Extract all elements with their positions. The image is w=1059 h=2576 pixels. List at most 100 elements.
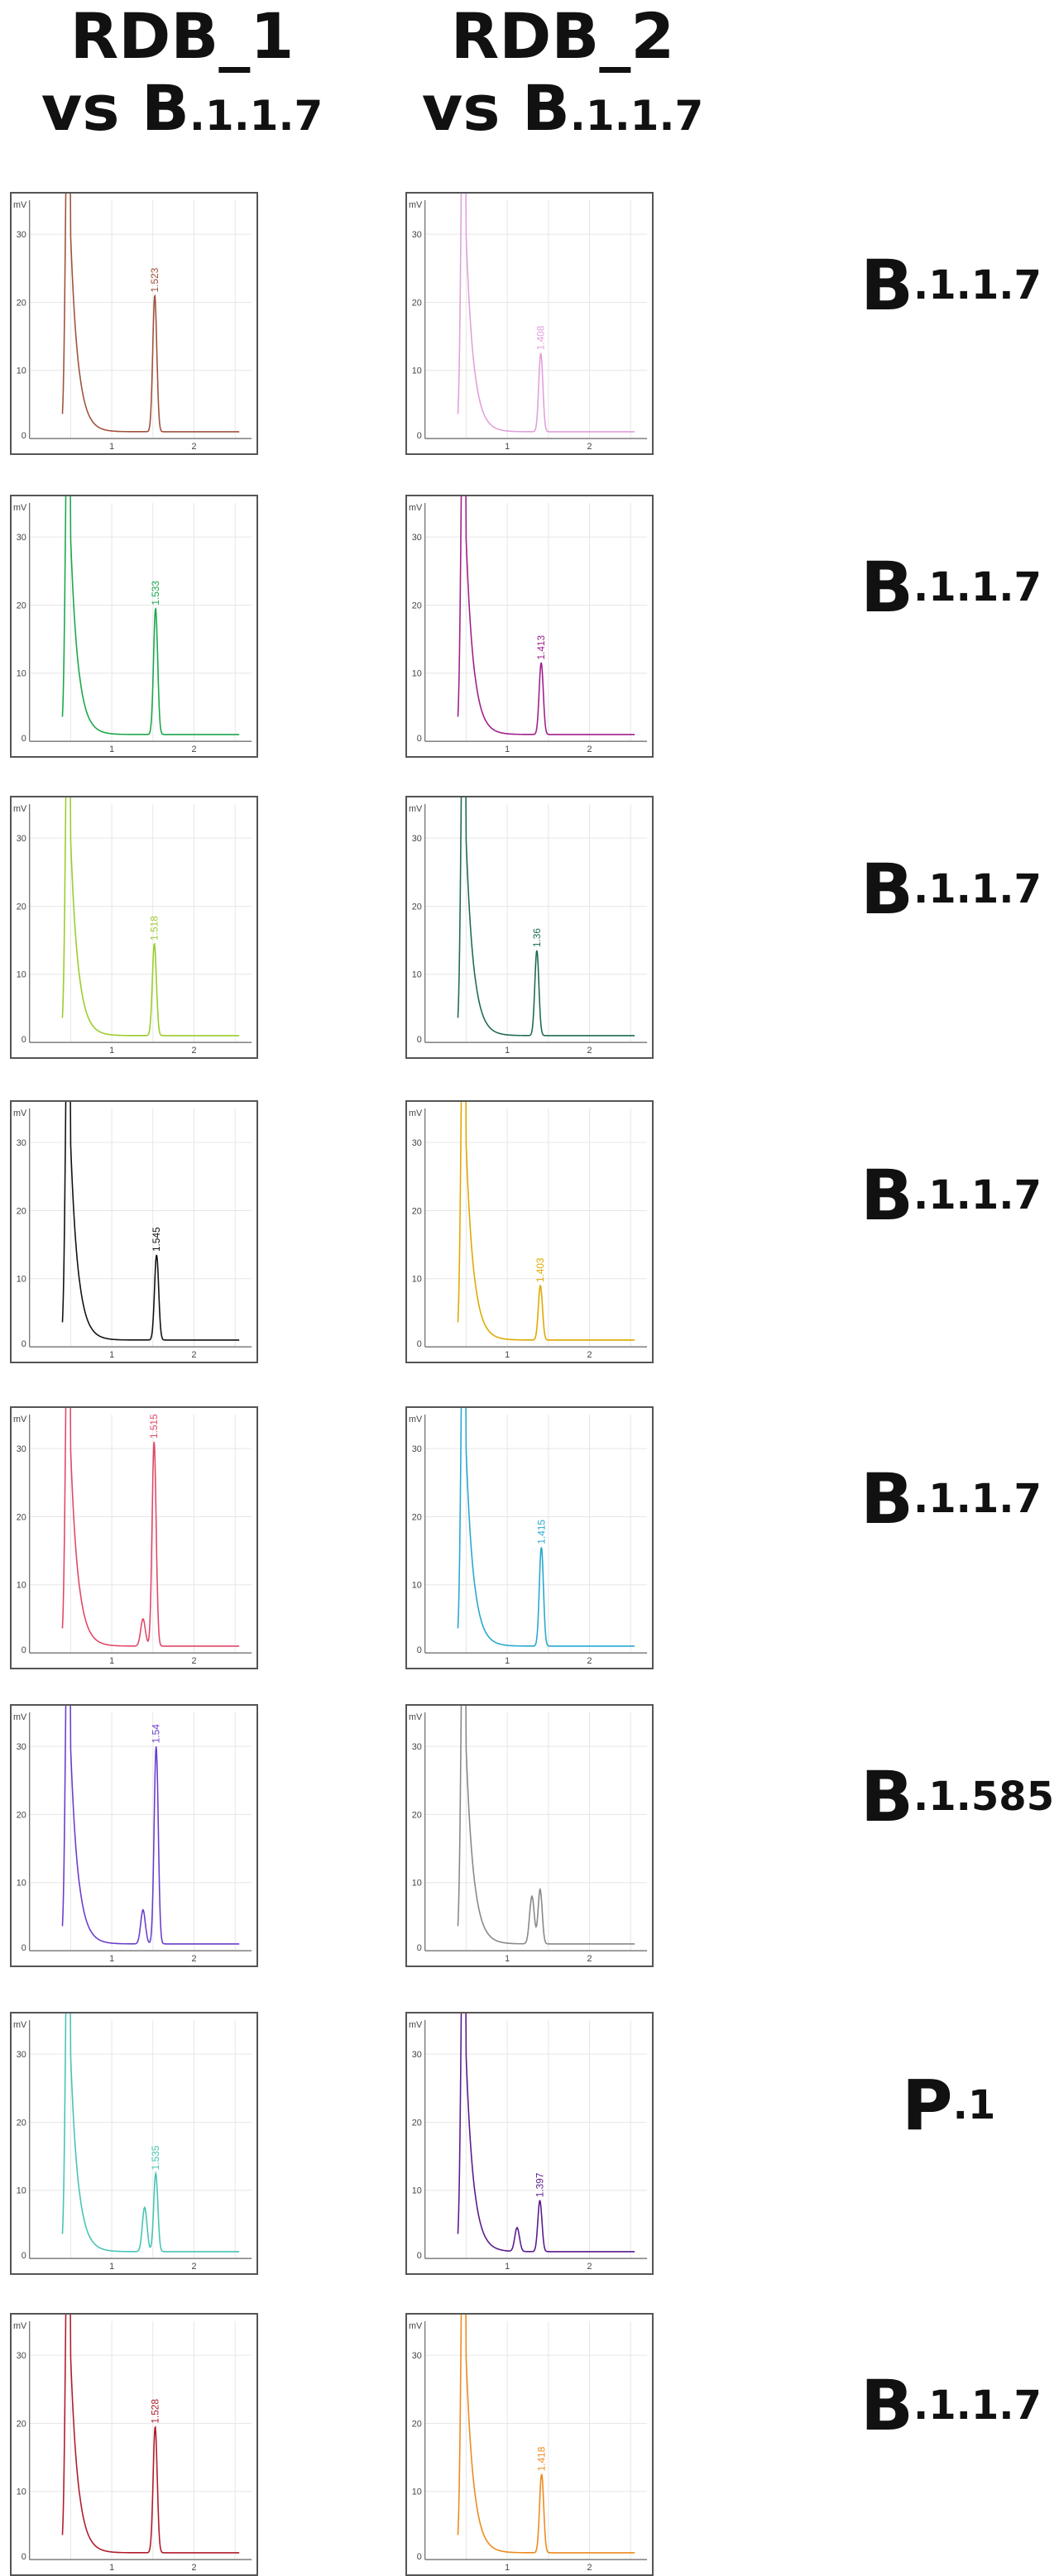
chromatogram-panel: mV 0 10 20 30 1 2 1.413 (405, 495, 654, 758)
y-tick-label: 0 (417, 2552, 422, 2562)
chromatogram-plot: mV 0 10 20 30 1 2 1.533 (13, 496, 252, 754)
y-tick-label: 20 (17, 1512, 26, 1522)
y-tick-label: 10 (17, 1275, 26, 1285)
chromatogram-panel: mV 0 10 20 30 1 2 1.408 (405, 192, 654, 455)
variant-label-main: B (860, 245, 914, 326)
x-tick-label: 2 (191, 1656, 196, 1666)
variant-label-sub: .1.1.7 (913, 1476, 1042, 1522)
y-tick-label: 0 (417, 1645, 422, 1655)
x-tick-label: 2 (191, 2563, 196, 2573)
x-tick-label: 2 (587, 1350, 592, 1360)
y-tick-label: 20 (17, 298, 26, 308)
chromatogram-trace (457, 1102, 635, 1341)
chromatogram-trace (457, 194, 635, 433)
peak-label: 1.403 (534, 1257, 546, 1282)
y-tick-label: 30 (17, 1138, 26, 1148)
y-tick-label: 20 (17, 601, 26, 610)
y-tick-label: 20 (412, 902, 422, 912)
y-tick-label: 10 (17, 2487, 26, 2497)
chromatogram-trace (457, 1706, 635, 1945)
y-tick-label: 30 (412, 2050, 422, 2060)
x-tick-label: 1 (505, 2262, 510, 2272)
y-tick-label: 0 (417, 734, 422, 744)
y-tick-label: 10 (412, 2186, 422, 2196)
x-tick-label: 2 (587, 1954, 592, 1964)
variant-label-sub: .1.1.7 (913, 1172, 1042, 1219)
y-unit-label: mV (409, 200, 423, 210)
x-tick-label: 2 (587, 2262, 592, 2272)
column-title-line1: RDB_1 (69, 0, 295, 73)
column-title-line1: RDB_2 (450, 0, 675, 73)
y-tick-label: 10 (412, 1879, 422, 1889)
x-tick-label: 2 (587, 442, 592, 452)
x-tick-label: 1 (505, 2563, 510, 2573)
chromatogram-plot: mV 0 10 20 30 1 2 1.413 (409, 496, 648, 754)
chromatogram-panel: mV 0 10 20 30 1 2 1.515 (10, 1406, 258, 1669)
chromatogram-plot: mV 0 10 20 30 1 2 1.418 (409, 2315, 648, 2573)
y-unit-label: mV (409, 503, 423, 513)
variant-label-main: B (860, 849, 914, 930)
y-tick-label: 20 (17, 2118, 26, 2128)
x-tick-label: 1 (109, 1656, 114, 1666)
y-tick-label: 0 (417, 1035, 422, 1045)
y-tick-label: 0 (22, 1943, 26, 1953)
chromatogram-trace (61, 1408, 240, 1647)
x-tick-label: 2 (191, 2262, 196, 2272)
chromatogram-plot: mV 0 10 20 30 1 2 1.36 (409, 797, 648, 1056)
x-tick-label: 2 (191, 745, 196, 754)
chromatogram-plot: mV 0 10 20 30 1 2 1.535 (13, 2013, 252, 2272)
chromatogram-panel: mV 0 10 20 30 1 2 1.523 (10, 192, 258, 455)
y-tick-label: 30 (412, 1742, 422, 1752)
chromatogram-trace (61, 194, 240, 433)
chromatogram-panel: mV 0 10 20 30 1 2 (405, 1704, 654, 1967)
x-tick-label: 2 (587, 1656, 592, 1666)
variant-label: B .1.1.7 (860, 236, 1059, 335)
peak-label: 1.418 (536, 2446, 548, 2471)
y-tick-label: 10 (412, 1581, 422, 1591)
variant-label-main: B (860, 547, 914, 628)
chromatogram-plot: mV 0 10 20 30 1 2 1.545 (13, 1102, 252, 1360)
y-tick-label: 30 (17, 230, 26, 240)
y-unit-label: mV (13, 2321, 27, 2331)
y-tick-label: 20 (412, 2118, 422, 2128)
chromatogram-plot: mV 0 10 20 30 1 2 1.408 (409, 194, 648, 452)
x-tick-label: 1 (505, 1954, 510, 1964)
y-tick-label: 10 (412, 970, 422, 980)
y-tick-label: 30 (17, 533, 26, 543)
variant-label: B .1.1.7 (860, 1449, 1059, 1549)
y-unit-label: mV (409, 1415, 423, 1424)
chromatogram-plot: mV 0 10 20 30 1 2 1.54 (13, 1706, 252, 1964)
variant-label-main: P (902, 2065, 953, 2146)
chromatogram-panel: mV 0 10 20 30 1 2 1.533 (10, 495, 258, 758)
y-unit-label: mV (13, 503, 27, 513)
chromatogram-trace (457, 2013, 635, 2253)
x-tick-label: 2 (191, 1046, 196, 1056)
y-tick-label: 10 (17, 2186, 26, 2196)
peak-label: 1.408 (535, 325, 547, 350)
y-tick-label: 10 (17, 669, 26, 679)
x-tick-label: 2 (191, 1954, 196, 1964)
y-tick-label: 30 (17, 1742, 26, 1752)
y-unit-label: mV (409, 1108, 423, 1118)
chromatogram-trace (61, 1102, 240, 1341)
chromatogram-panel: mV 0 10 20 30 1 2 1.518 (10, 796, 258, 1059)
x-tick-label: 1 (109, 1954, 114, 1964)
x-tick-label: 2 (587, 2563, 592, 2573)
peak-label: 1.54 (151, 1724, 162, 1743)
variant-label-sub: .1.585 (913, 1774, 1055, 1820)
chromatogram-panel: mV 0 10 20 30 1 2 1.397 (405, 2012, 654, 2275)
chromatogram-plot: mV 0 10 20 30 1 2 (409, 1706, 648, 1964)
variant-label-main: B (860, 2365, 914, 2446)
y-tick-label: 10 (17, 1879, 26, 1889)
y-tick-label: 20 (412, 298, 422, 308)
variant-label-sub: .1.1.7 (913, 262, 1042, 309)
y-tick-label: 30 (17, 2050, 26, 2060)
chromatogram-trace (61, 496, 240, 735)
chromatogram-panel: mV 0 10 20 30 1 2 1.36 (405, 796, 654, 1059)
chromatogram-trace (457, 2315, 635, 2554)
peak-label: 1.535 (150, 2145, 161, 2170)
chromatogram-plot: mV 0 10 20 30 1 2 1.415 (409, 1408, 648, 1666)
y-unit-label: mV (13, 1712, 27, 1722)
x-tick-label: 1 (505, 442, 510, 452)
x-tick-label: 2 (191, 442, 196, 452)
